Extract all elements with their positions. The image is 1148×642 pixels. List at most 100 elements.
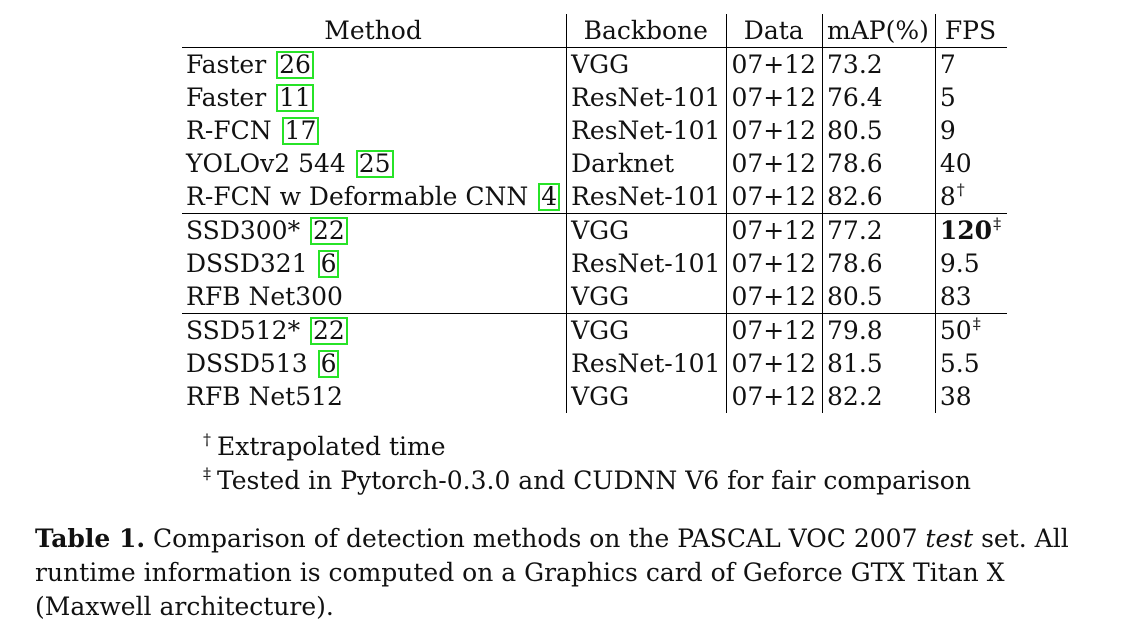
map-cell: 78.6: [822, 147, 936, 180]
citation-link[interactable]: 6: [317, 350, 340, 378]
footnote-symbol: †: [203, 430, 211, 449]
table-row: Faster 11 ResNet-101 07+12 76.4 5: [182, 81, 1008, 114]
footnote-dagger: † Extrapolated time: [203, 430, 971, 464]
caption-text-before: Comparison of detection methods on the P…: [145, 524, 926, 553]
fps-cell: 9.5: [934, 247, 1008, 280]
data-cell: 07+12: [726, 114, 823, 147]
backbone-cell: ResNet-101: [566, 347, 727, 380]
fps-cell-best: 83: [934, 280, 1008, 314]
table-row: R-FCN 17 ResNet-101 07+12 80.5 9: [182, 114, 1008, 147]
data-cell: 07+12: [726, 280, 823, 314]
backbone-cell: ResNet-101: [566, 247, 727, 280]
fps-value: 50: [939, 316, 972, 345]
data-cell: 07+12: [726, 347, 823, 380]
method-cell: DSSD513 6: [182, 347, 567, 380]
map-cell: 77.2: [822, 213, 936, 247]
citation-link[interactable]: 25: [355, 150, 394, 178]
method-cell: SSD300* 22: [182, 214, 567, 248]
map-cell: 80.5: [822, 114, 936, 147]
backbone-cell: VGG: [566, 213, 727, 247]
table-row: DSSD321 6 ResNet-101 07+12 78.6 9.5: [182, 247, 1008, 280]
backbone-cell: ResNet-101: [566, 180, 727, 214]
data-cell: 07+12: [726, 180, 823, 214]
method-cell: R-FCN 17: [182, 114, 567, 147]
table-row: YOLOv2 544 25 Darknet 07+12 78.6 40: [182, 147, 1008, 180]
results-table-container: Method Backbone Data mAP(%) FPS Faster 2…: [182, 14, 1008, 413]
caption-label: Table 1.: [35, 524, 146, 553]
table-row: RFB Net300 VGG 07+12 80.5 83: [182, 280, 1008, 314]
table-caption: Table 1. Comparison of detection methods…: [35, 522, 1115, 624]
footnote-text: Extrapolated time: [217, 432, 446, 461]
method-cell: Faster 11: [182, 81, 567, 114]
citation-link[interactable]: 26: [276, 51, 314, 79]
footnote-symbol: ‡: [203, 464, 211, 483]
header-method: Method: [182, 14, 567, 48]
fps-cell: 40: [934, 147, 1008, 180]
method-cell: R-FCN w Deformable CNN 4: [182, 180, 567, 214]
citation-link[interactable]: 11: [276, 84, 314, 112]
data-cell: 07+12: [726, 81, 823, 114]
table-row: DSSD513 6 ResNet-101 07+12 81.5 5.5: [182, 347, 1008, 380]
citation-link[interactable]: 6: [317, 250, 340, 278]
backbone-cell: VGG: [566, 47, 727, 81]
map-cell-best: 82.6: [822, 180, 936, 214]
map-cell-best: 80.5: [822, 280, 936, 314]
map-cell: 79.8: [822, 313, 936, 347]
header-data: Data: [726, 14, 823, 48]
map-cell: 81.5: [822, 347, 936, 380]
citation-link[interactable]: 4: [538, 183, 561, 211]
method-name: R-FCN: [186, 116, 272, 145]
fps-cell-best: 38: [934, 380, 1008, 413]
backbone-cell: VGG: [566, 380, 727, 413]
fps-cell: 5: [934, 81, 1008, 114]
map-cell: 76.4: [822, 81, 936, 114]
method-cell: SSD512* 22: [182, 314, 567, 348]
method-name: SSD512*: [186, 316, 301, 345]
data-cell: 07+12: [726, 47, 823, 81]
fps-cell: 9: [934, 114, 1008, 147]
table-row: Faster 26 VGG 07+12 73.2 7: [182, 47, 1008, 81]
citation-link[interactable]: 22: [310, 317, 348, 345]
backbone-cell: VGG: [566, 313, 727, 347]
method-name: Faster: [186, 83, 267, 112]
results-table: Method Backbone Data mAP(%) FPS Faster 2…: [182, 14, 1008, 413]
method-cell-ours: RFB Net300: [182, 280, 567, 314]
data-cell: 07+12: [726, 313, 823, 347]
caption-emphasis: test: [925, 524, 974, 553]
table-row: SSD300* 22 VGG 07+12 77.2 120‡: [182, 213, 1008, 248]
method-name: Faster: [186, 50, 267, 79]
data-cell: 07+12: [726, 213, 823, 247]
header-fps: FPS: [934, 14, 1008, 48]
footnote-double-dagger: ‡ Tested in Pytorch-0.3.0 and CUDNN V6 fo…: [203, 464, 971, 498]
table-row: RFB Net512 VGG 07+12 82.2 38: [182, 380, 1008, 413]
table-row: R-FCN w Deformable CNN 4 ResNet-101 07+1…: [182, 180, 1008, 214]
citation-link[interactable]: 17: [281, 117, 320, 145]
footnote-text: Tested in Pytorch-0.3.0 and CUDNN V6 for…: [217, 466, 971, 495]
fps-cell: 120‡: [934, 213, 1008, 247]
method-cell: YOLOv2 544 25: [182, 147, 567, 180]
map-cell-best: 82.2: [822, 380, 936, 413]
data-cell: 07+12: [726, 247, 823, 280]
citation-link[interactable]: 22: [310, 217, 348, 245]
map-cell: 78.6: [822, 247, 936, 280]
header-backbone: Backbone: [566, 14, 727, 48]
footnote-mark: ‡: [993, 214, 1002, 233]
caption-text-after: set. All runtime information is computed…: [35, 524, 1069, 621]
table-header-row: Method Backbone Data mAP(%) FPS: [182, 14, 1008, 48]
fps-cell: 50‡: [934, 313, 1008, 347]
fps-value-best: 120: [939, 216, 993, 245]
method-name: R-FCN w Deformable CNN: [186, 182, 529, 211]
fps-cell: 8†: [934, 180, 1008, 214]
fps-value: 8: [939, 182, 956, 211]
method-name: SSD300*: [186, 216, 301, 245]
backbone-cell: VGG: [566, 280, 727, 314]
method-name: YOLOv2 544: [186, 149, 346, 178]
backbone-cell: Darknet: [566, 147, 727, 180]
backbone-cell: ResNet-101: [566, 114, 727, 147]
footnote-mark: †: [956, 180, 965, 199]
method-name: DSSD321: [186, 249, 308, 278]
table-row: SSD512* 22 VGG 07+12 79.8 50‡: [182, 313, 1008, 348]
table-footnotes: † Extrapolated time ‡ Tested in Pytorch-0.…: [203, 430, 971, 498]
method-name: DSSD513: [186, 349, 308, 378]
data-cell: 07+12: [726, 380, 823, 413]
